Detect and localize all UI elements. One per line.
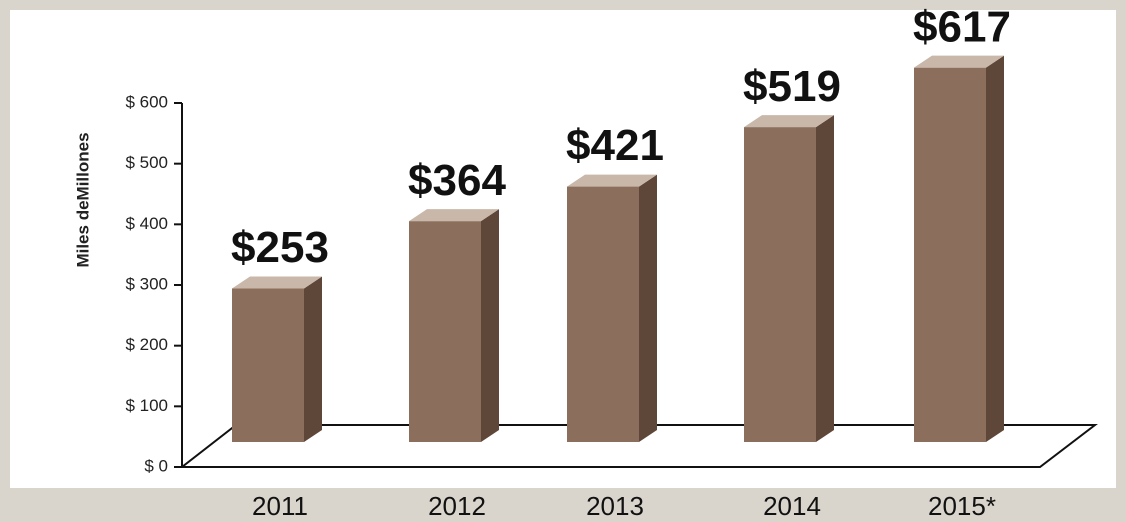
bar [409, 221, 481, 442]
y-tick-label: $ 500 [125, 153, 168, 172]
y-tick-label: $ 400 [125, 214, 168, 233]
value-label: $617 [913, 2, 1011, 51]
bar-side [816, 115, 834, 442]
y-tick-label: $ 200 [125, 335, 168, 354]
x-tick-label: 2014 [763, 491, 821, 521]
x-tick-label: 2011 [252, 491, 308, 521]
value-label: $519 [743, 62, 841, 111]
chart: Miles deMillones $ 0 $ 100 $ 200 $ 300 $ 400… [0, 0, 1126, 522]
value-label: $253 [231, 223, 329, 272]
x-tick-label: 2012 [428, 491, 486, 521]
bar [914, 68, 986, 442]
bar-side [304, 277, 322, 442]
bar-side [639, 175, 657, 442]
x-tick-label: 2015* [928, 491, 996, 521]
value-label: $421 [566, 121, 664, 170]
y-tick-label: $ 100 [125, 396, 168, 415]
y-tick-label: $ 0 [144, 456, 168, 475]
x-tick-label: 2013 [586, 491, 644, 521]
y-axis-label: Miles deMillones [73, 132, 92, 267]
bar [744, 127, 816, 442]
value-label: $364 [408, 156, 506, 205]
y-tick-label: $ 300 [125, 274, 168, 293]
bar [567, 187, 639, 442]
bar-side [481, 209, 499, 442]
page: Miles deMillones $ 0 $ 100 $ 200 $ 300 $ 400… [0, 0, 1126, 522]
y-tick-label: $ 600 [125, 92, 168, 111]
bar-side [986, 56, 1004, 442]
bar [232, 289, 304, 442]
